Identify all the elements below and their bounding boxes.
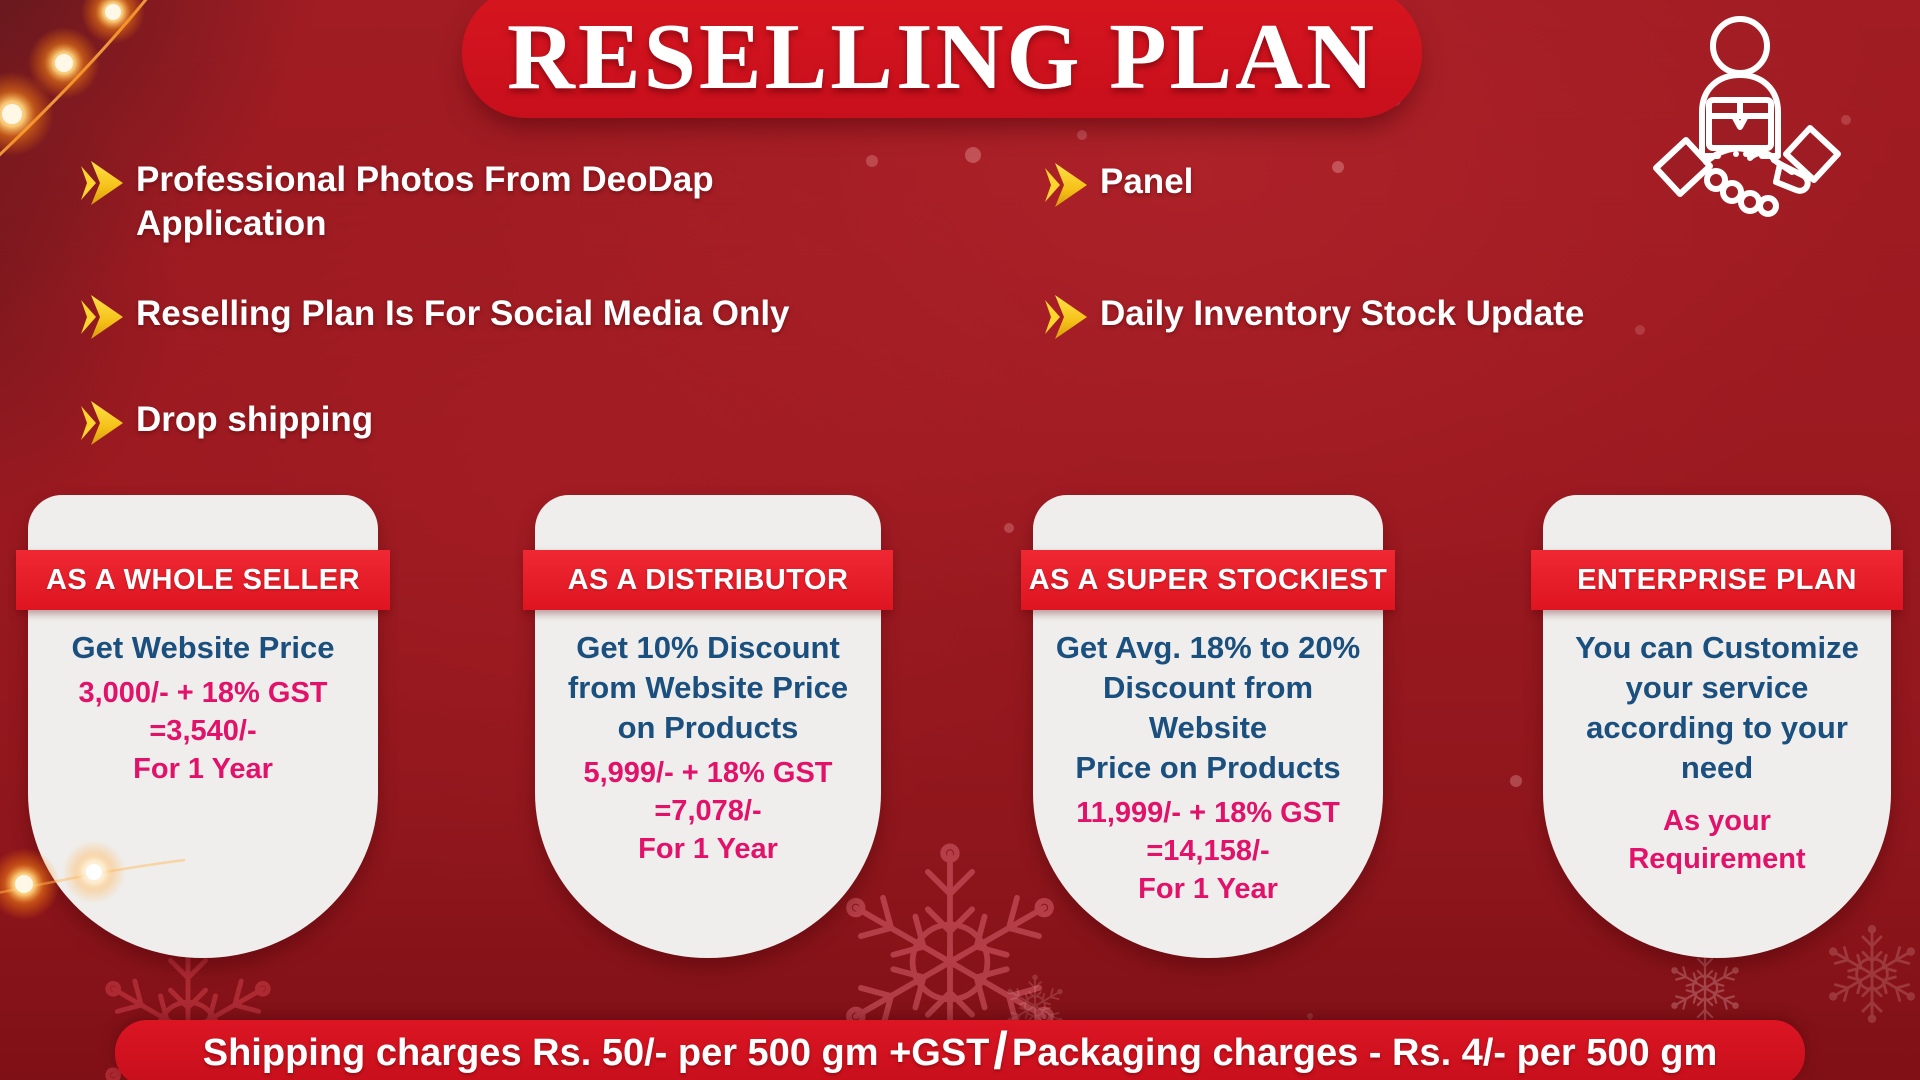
plan-card-body: Get Website Price 3,000/- + 18% GST =3,5… (34, 628, 372, 788)
plan-price-line: 5,999/- + 18% GST (583, 757, 833, 789)
plan-price-line: Requirement (1628, 843, 1806, 875)
plan-ribbon-label: AS A WHOLE SELLER (45, 563, 361, 596)
plan-price-line: For 1 Year (1138, 873, 1278, 905)
title-banner: RESELLING PLAN (462, 0, 1422, 118)
plan-benefit-line: You can Customize (1575, 630, 1859, 665)
plan-card-body: Get Avg. 18% to 20% Discount from Websit… (1039, 628, 1377, 908)
plan-card-body: You can Customize your service according… (1549, 628, 1885, 878)
plan-card-distributor: AS A DISTRIBUTOR Get 10% Discount from W… (523, 495, 893, 958)
plan-benefit-line: on Products (617, 710, 799, 745)
double-chevron-arrow-icon (81, 401, 123, 445)
plan-price-line: For 1 Year (638, 833, 778, 865)
feature-label: Daily Inventory Stock Update (1100, 294, 1585, 333)
plan-ribbon-label: AS A SUPER STOCKIEST (1028, 563, 1388, 596)
plan-ribbon: AS A DISTRIBUTOR (523, 550, 893, 610)
plan-benefit-line: Get Website Price (71, 630, 335, 665)
feature-label: Professional Photos From DeoDap Applicat… (136, 160, 714, 243)
plan-price-line: =7,078/- (654, 795, 762, 827)
double-chevron-arrow-icon (1045, 295, 1087, 339)
plan-benefit-line: your service (1625, 670, 1809, 705)
plan-price-line: For 1 Year (133, 753, 273, 785)
feature-label: Reselling Plan Is For Social Media Only (136, 294, 790, 333)
feature-item-photos: Professional Photos From DeoDap Applicat… (80, 158, 740, 246)
plan-benefit-line: need (1680, 750, 1754, 785)
packaging-charges-text: Packaging charges - Rs. 4/- per 500 gm (1011, 1031, 1718, 1074)
plan-benefit-line: from Website Price (567, 670, 849, 705)
charges-separator: / (993, 1022, 1008, 1080)
plan-price-line: As your (1663, 805, 1771, 837)
shipping-charges-text: Shipping charges Rs. 50/- per 500 gm +GS… (202, 1031, 990, 1074)
plan-price-line: 11,999/- + 18% GST (1076, 797, 1340, 829)
plan-ribbon-label: AS A DISTRIBUTOR (567, 563, 849, 596)
plan-price-line: =14,158/- (1146, 835, 1270, 867)
plan-card-enterprise: ENTERPRISE PLAN You can Customize your s… (1531, 495, 1903, 958)
plan-price-line: =3,540/- (149, 715, 257, 747)
plan-benefit-line: according to your (1586, 710, 1848, 745)
plan-benefit-line: Website (1148, 710, 1268, 745)
plan-ribbon: ENTERPRISE PLAN (1531, 550, 1903, 610)
plan-benefit-line: Get 10% Discount (576, 630, 840, 665)
plan-ribbon-label: ENTERPRISE PLAN (1577, 563, 1857, 596)
string-lights-icon (0, 0, 148, 157)
plan-card-super-stockiest: AS A SUPER STOCKIEST Get Avg. 18% to 20%… (1021, 495, 1395, 958)
double-chevron-arrow-icon (81, 161, 123, 205)
plan-ribbon: AS A SUPER STOCKIEST (1021, 550, 1395, 610)
plan-benefit-line: Price on Products (1075, 750, 1341, 785)
double-chevron-arrow-icon (81, 295, 123, 339)
plan-card-whole-seller: AS A WHOLE SELLER Get Website Price 3,00… (16, 495, 390, 958)
plan-price-line: 3,000/- + 18% GST (78, 677, 328, 709)
feature-item-panel: Panel (1044, 160, 1764, 208)
double-chevron-arrow-icon (1045, 163, 1087, 207)
footer-charges-banner: Shipping charges Rs. 50/- per 500 gm +GS… (115, 1020, 1805, 1080)
feature-item-inventory: Daily Inventory Stock Update (1044, 292, 1764, 340)
feature-label: Panel (1100, 162, 1194, 201)
feature-item-dropshipping: Drop shipping (80, 398, 800, 446)
supplier-handshake-icon (1653, 16, 1841, 217)
plan-benefit-line: Get Avg. 18% to 20% (1055, 630, 1361, 665)
feature-label: Drop shipping (136, 400, 374, 439)
plan-benefit-line: Discount from (1102, 670, 1314, 705)
plan-ribbon: AS A WHOLE SELLER (16, 550, 390, 610)
page-title: RESELLING PLAN (507, 5, 1377, 109)
plan-card-body: Get 10% Discount from Website Price on P… (541, 628, 875, 868)
feature-item-social-media: Reselling Plan Is For Social Media Only (80, 292, 800, 340)
